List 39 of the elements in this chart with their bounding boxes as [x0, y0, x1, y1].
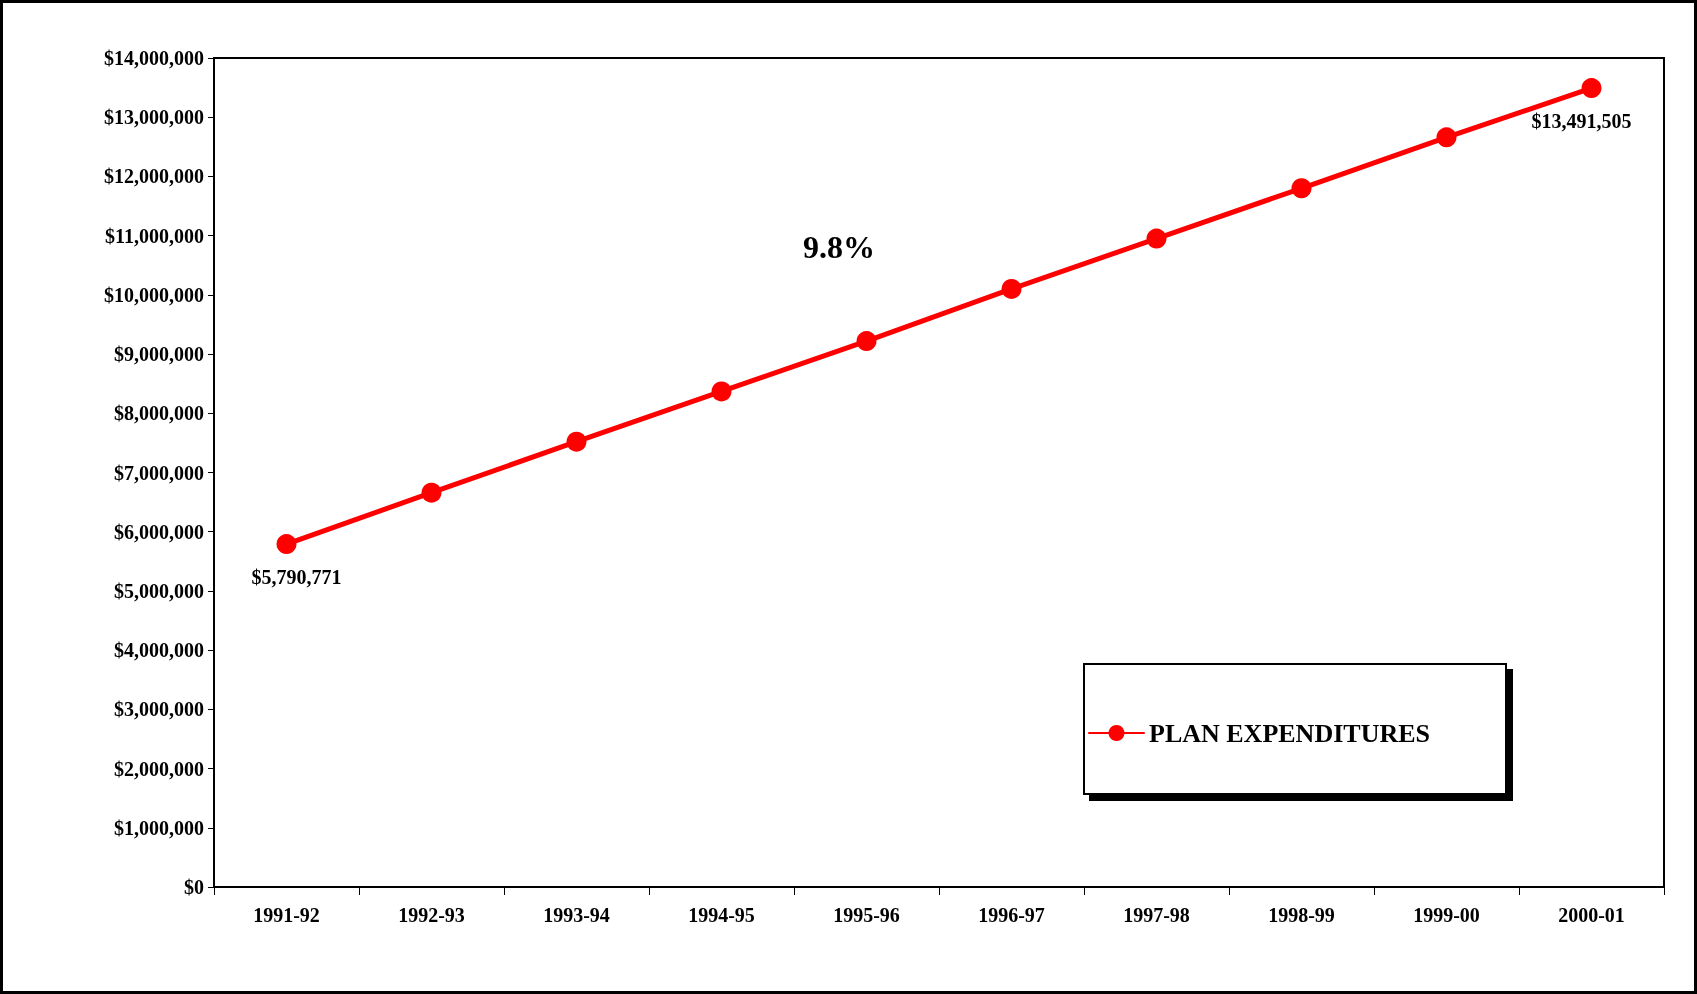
data-label: $5,790,771 — [251, 566, 342, 589]
x-tick-label: 1993-94 — [543, 904, 610, 926]
legend-label: PLAN EXPENDITURES — [1149, 718, 1430, 748]
data-label: $13,491,505 — [1531, 110, 1632, 133]
y-tick-label: $0 — [184, 876, 204, 898]
x-tick-label: 1997-98 — [1123, 904, 1190, 926]
point — [421, 482, 442, 503]
point — [1581, 78, 1602, 99]
y-tick-label: $7,000,000 — [114, 461, 204, 484]
x-tick-label: 2000-01 — [1558, 904, 1625, 926]
y-tick-label: $8,000,000 — [114, 402, 204, 425]
annotation: 9.8% — [803, 229, 875, 265]
point — [276, 534, 297, 555]
y-tick-label: $14,000,000 — [104, 47, 204, 69]
y-tick-label: $5,000,000 — [114, 579, 204, 602]
point — [1146, 228, 1167, 249]
y-tick-label: $4,000,000 — [114, 639, 204, 662]
y-tick-label: $6,000,000 — [114, 520, 204, 543]
x-tick-label: 1995-96 — [833, 904, 900, 926]
x-tick-label: 1998-99 — [1268, 904, 1335, 926]
point — [1436, 127, 1457, 148]
point — [1291, 178, 1312, 199]
x-tick-label: 1994-95 — [688, 904, 755, 926]
point — [711, 381, 732, 402]
x-tick-label: 1999-00 — [1413, 904, 1480, 926]
y-tick-label: $9,000,000 — [114, 343, 204, 366]
y-tick-label: $3,000,000 — [114, 698, 204, 721]
x-tick-label: 1996-97 — [978, 904, 1045, 926]
point — [566, 431, 587, 452]
y-tick-label: $2,000,000 — [114, 757, 204, 780]
y-tick-label: $10,000,000 — [104, 283, 204, 306]
y-tick-label: $11,000,000 — [105, 224, 204, 247]
x-tick-label: 1991-92 — [253, 904, 320, 926]
y-tick-label: $12,000,000 — [104, 165, 204, 188]
y-tick-label: $13,000,000 — [104, 106, 204, 129]
point — [856, 331, 877, 352]
point — [1001, 278, 1022, 299]
x-tick-label: 1992-93 — [398, 904, 465, 926]
y-tick-label: $1,000,000 — [114, 816, 204, 839]
